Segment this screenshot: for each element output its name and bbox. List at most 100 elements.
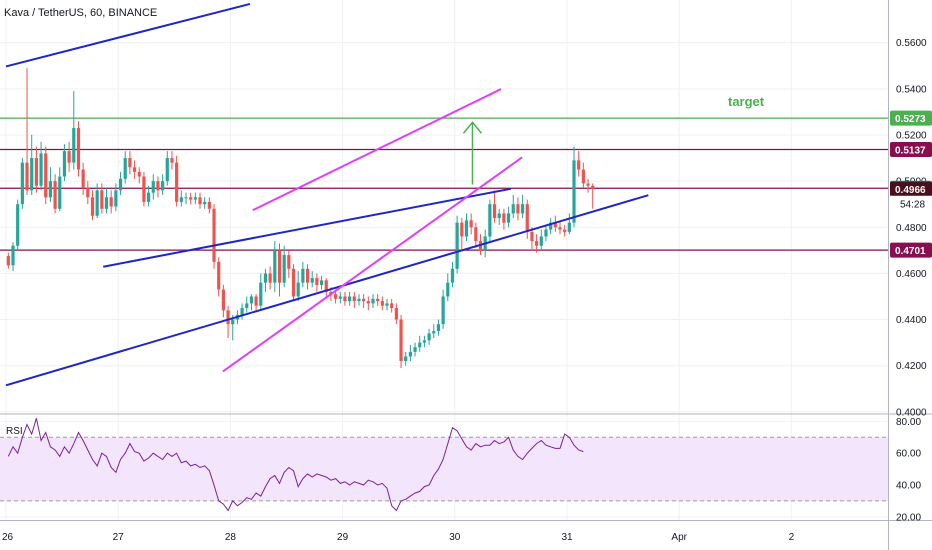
candle-body (273, 250, 277, 283)
y-tick-label: 0.4200 (896, 361, 927, 372)
candle (305, 264, 310, 290)
candle (146, 185, 151, 207)
trendlines (5, 2, 649, 387)
candle-body (404, 356, 408, 362)
price-badge-bg (890, 181, 932, 197)
y-tick-label: 0.5400 (896, 84, 927, 95)
rsi-band: RSI (0, 426, 888, 502)
candle-body (343, 296, 347, 302)
candle-body (357, 298, 361, 302)
candle (586, 178, 590, 193)
trendline (222, 156, 523, 373)
candle (319, 275, 324, 290)
candle (436, 319, 441, 336)
candle-body (53, 181, 57, 209)
rsi-line (7, 418, 584, 512)
horizontal-levels (0, 117, 888, 251)
candle-body (390, 303, 394, 309)
candle-body (427, 333, 431, 341)
candle (352, 291, 356, 309)
candle-body (371, 298, 375, 304)
candle (549, 218, 553, 235)
candle-body (179, 197, 183, 202)
rsi-title: RSI (6, 426, 23, 437)
candle-body (151, 181, 155, 193)
candle (581, 162, 585, 189)
candle (539, 229, 543, 251)
candle-body (516, 204, 520, 214)
candle-body (338, 296, 342, 299)
candle (109, 190, 113, 214)
candle (156, 176, 160, 198)
candle (179, 190, 183, 207)
candle-body (446, 282, 450, 297)
candle (464, 213, 469, 242)
x-tick-label: 29 (337, 532, 349, 543)
candle-body (100, 190, 104, 209)
rsi-tick-label: 40.00 (896, 481, 921, 492)
level-badge-bg (890, 142, 932, 158)
candle (132, 160, 137, 179)
y-tick-label: 0.4000 (896, 407, 927, 418)
candle-body (11, 245, 15, 266)
candle-body (296, 282, 300, 297)
price-badge: 0.4966 (895, 185, 926, 196)
candle-body (418, 342, 422, 348)
candle-body (530, 231, 534, 242)
candle (123, 151, 127, 184)
candle (324, 278, 328, 299)
level-badge: 0.4701 (895, 246, 926, 257)
candle (58, 167, 62, 212)
trendline (103, 187, 512, 268)
candle-body (577, 160, 581, 170)
candle (67, 141, 71, 172)
candle-body (212, 208, 216, 262)
candle-body (58, 176, 62, 209)
candle-body (305, 268, 310, 283)
candle (362, 294, 366, 309)
candle-body (109, 197, 113, 207)
candle (217, 257, 221, 297)
candle-body (44, 153, 48, 198)
candle-body (254, 296, 258, 306)
candle (469, 213, 473, 235)
candle (525, 199, 529, 239)
candle-body (240, 308, 244, 315)
candle-body (301, 268, 305, 283)
candle (198, 192, 202, 209)
candle (432, 324, 436, 339)
candlestick-series (6, 68, 595, 369)
candle-body (572, 160, 576, 223)
rsi-tick-label: 20.00 (896, 512, 921, 523)
candle (90, 190, 95, 221)
candle-body (399, 319, 403, 362)
candle (175, 155, 179, 207)
candle-body (432, 331, 436, 334)
candle-body (25, 162, 29, 191)
candle-body (221, 289, 225, 311)
candle-body (142, 176, 146, 202)
candle (53, 174, 57, 214)
candle-body (291, 268, 296, 297)
candle-body (362, 298, 366, 302)
candle-body (16, 204, 20, 246)
candle (441, 289, 445, 329)
candle-body (502, 213, 506, 223)
candle-body (48, 181, 53, 198)
candle-body (245, 303, 249, 309)
candle (343, 291, 347, 306)
candle-body (72, 128, 76, 163)
candle (291, 264, 296, 302)
candle (95, 183, 99, 219)
candle (207, 197, 211, 214)
y-tick-label: 0.4600 (896, 269, 927, 280)
candle-body (86, 188, 90, 198)
candle (348, 291, 352, 306)
candle-body (156, 181, 160, 191)
candle (268, 266, 272, 290)
candle-body (553, 222, 557, 228)
candle (366, 296, 370, 311)
candle-body (287, 254, 291, 269)
